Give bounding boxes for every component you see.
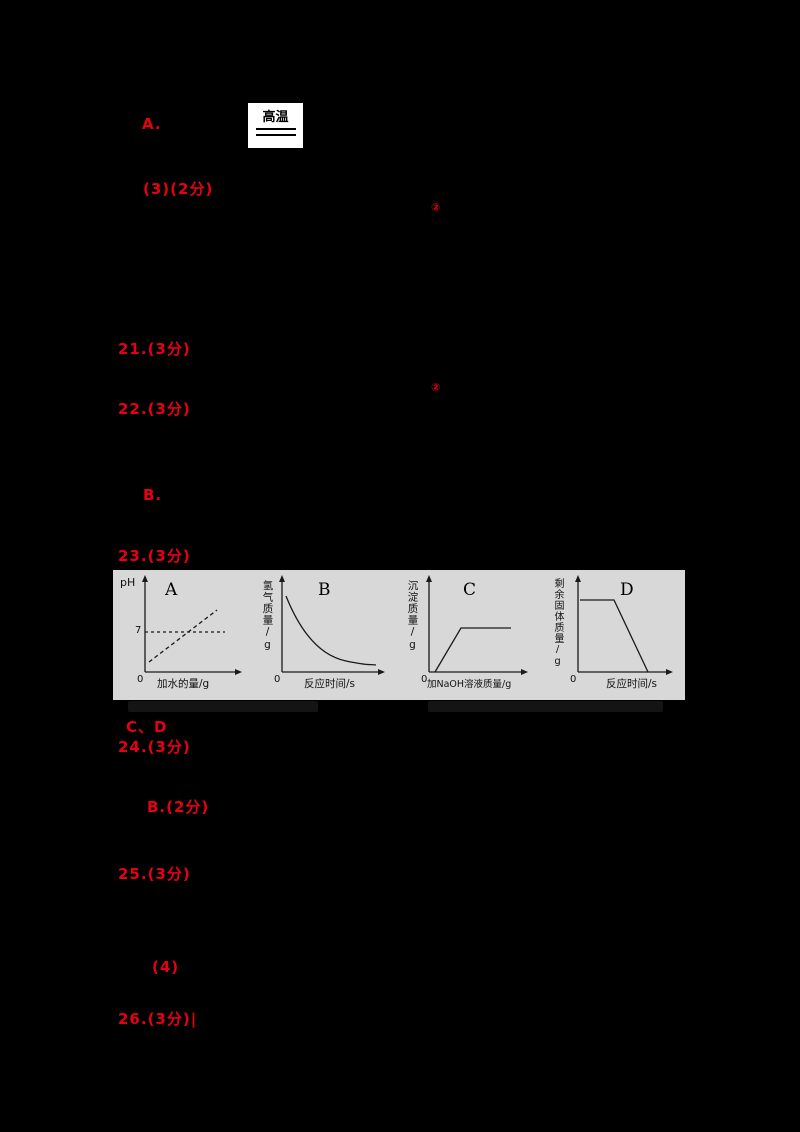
equation-bar: [255, 128, 296, 130]
red-annotation: 26.(3分)|: [118, 1010, 198, 1028]
red-annotation: (3)(2分): [143, 180, 214, 198]
chart-c-letter: C: [463, 580, 477, 600]
chart-b-letter: B: [318, 580, 331, 600]
red-annotation: B.: [143, 486, 163, 504]
chart-b-ylabel: 氢气质量/g: [261, 580, 274, 652]
chart-c: 沉淀质量/g C 0 加NaOH溶液质量/g: [399, 570, 542, 700]
red-annotation: B.(2分): [147, 798, 210, 816]
red-annotation: 25.(3分): [118, 865, 191, 883]
chart-c-xlabel: 加NaOH溶液质量/g: [427, 679, 512, 690]
chart-d-canvas: [575, 575, 673, 675]
red-annotation: 21.(3分): [118, 340, 191, 358]
faint-text-smudge: [428, 701, 663, 712]
chart-a-xlabel: 加水的量/g: [157, 678, 210, 690]
chart-a: pH 7 A 0 加水的量/g: [113, 570, 256, 700]
red-superscript-mark: ②: [431, 381, 441, 394]
chart-d-letter: D: [620, 580, 634, 600]
chart-c-ylabel: 沉淀质量/g: [406, 580, 419, 652]
red-annotation: (4): [152, 958, 180, 976]
red-superscript-mark: ②: [431, 201, 441, 214]
faint-text-smudge: [128, 701, 318, 712]
options-graph-panel: pH 7 A 0 加水的量/g 氢气质量/g B 0 反应时间/s: [113, 570, 685, 700]
chart-b-canvas: [279, 575, 385, 675]
reaction-condition-label: 高温: [262, 110, 289, 125]
chart-d: 剩余固体质量/g D 0 反应时间/s: [542, 570, 685, 700]
chart-b-xlabel: 反应时间/s: [304, 678, 356, 690]
chart-a-canvas: [142, 575, 242, 675]
chart-d-origin: 0: [570, 674, 577, 685]
red-annotation: A.: [142, 115, 162, 133]
chart-a-origin: 0: [137, 674, 144, 685]
chart-b-origin: 0: [274, 674, 281, 685]
red-annotation: 24.(3分): [118, 738, 191, 756]
chart-a-ylabel: pH: [120, 576, 136, 589]
chart-d-ylabel: 剩余固体质量/g: [552, 578, 563, 668]
chart-d-xlabel: 反应时间/s: [606, 678, 658, 690]
red-annotation: C、D: [126, 718, 168, 736]
red-annotation: 22.(3分): [118, 400, 191, 418]
red-annotation: 23.(3分): [118, 547, 191, 565]
reaction-condition-box: 高温: [248, 103, 303, 148]
chart-b: 氢气质量/g B 0 反应时间/s: [256, 570, 399, 700]
chart-a-letter: A: [165, 580, 178, 600]
chart-a-ytick: 7: [135, 625, 142, 636]
chart-c-canvas: [426, 575, 528, 675]
equation-bar: [255, 134, 296, 136]
chart-c-origin: 0: [421, 674, 428, 685]
